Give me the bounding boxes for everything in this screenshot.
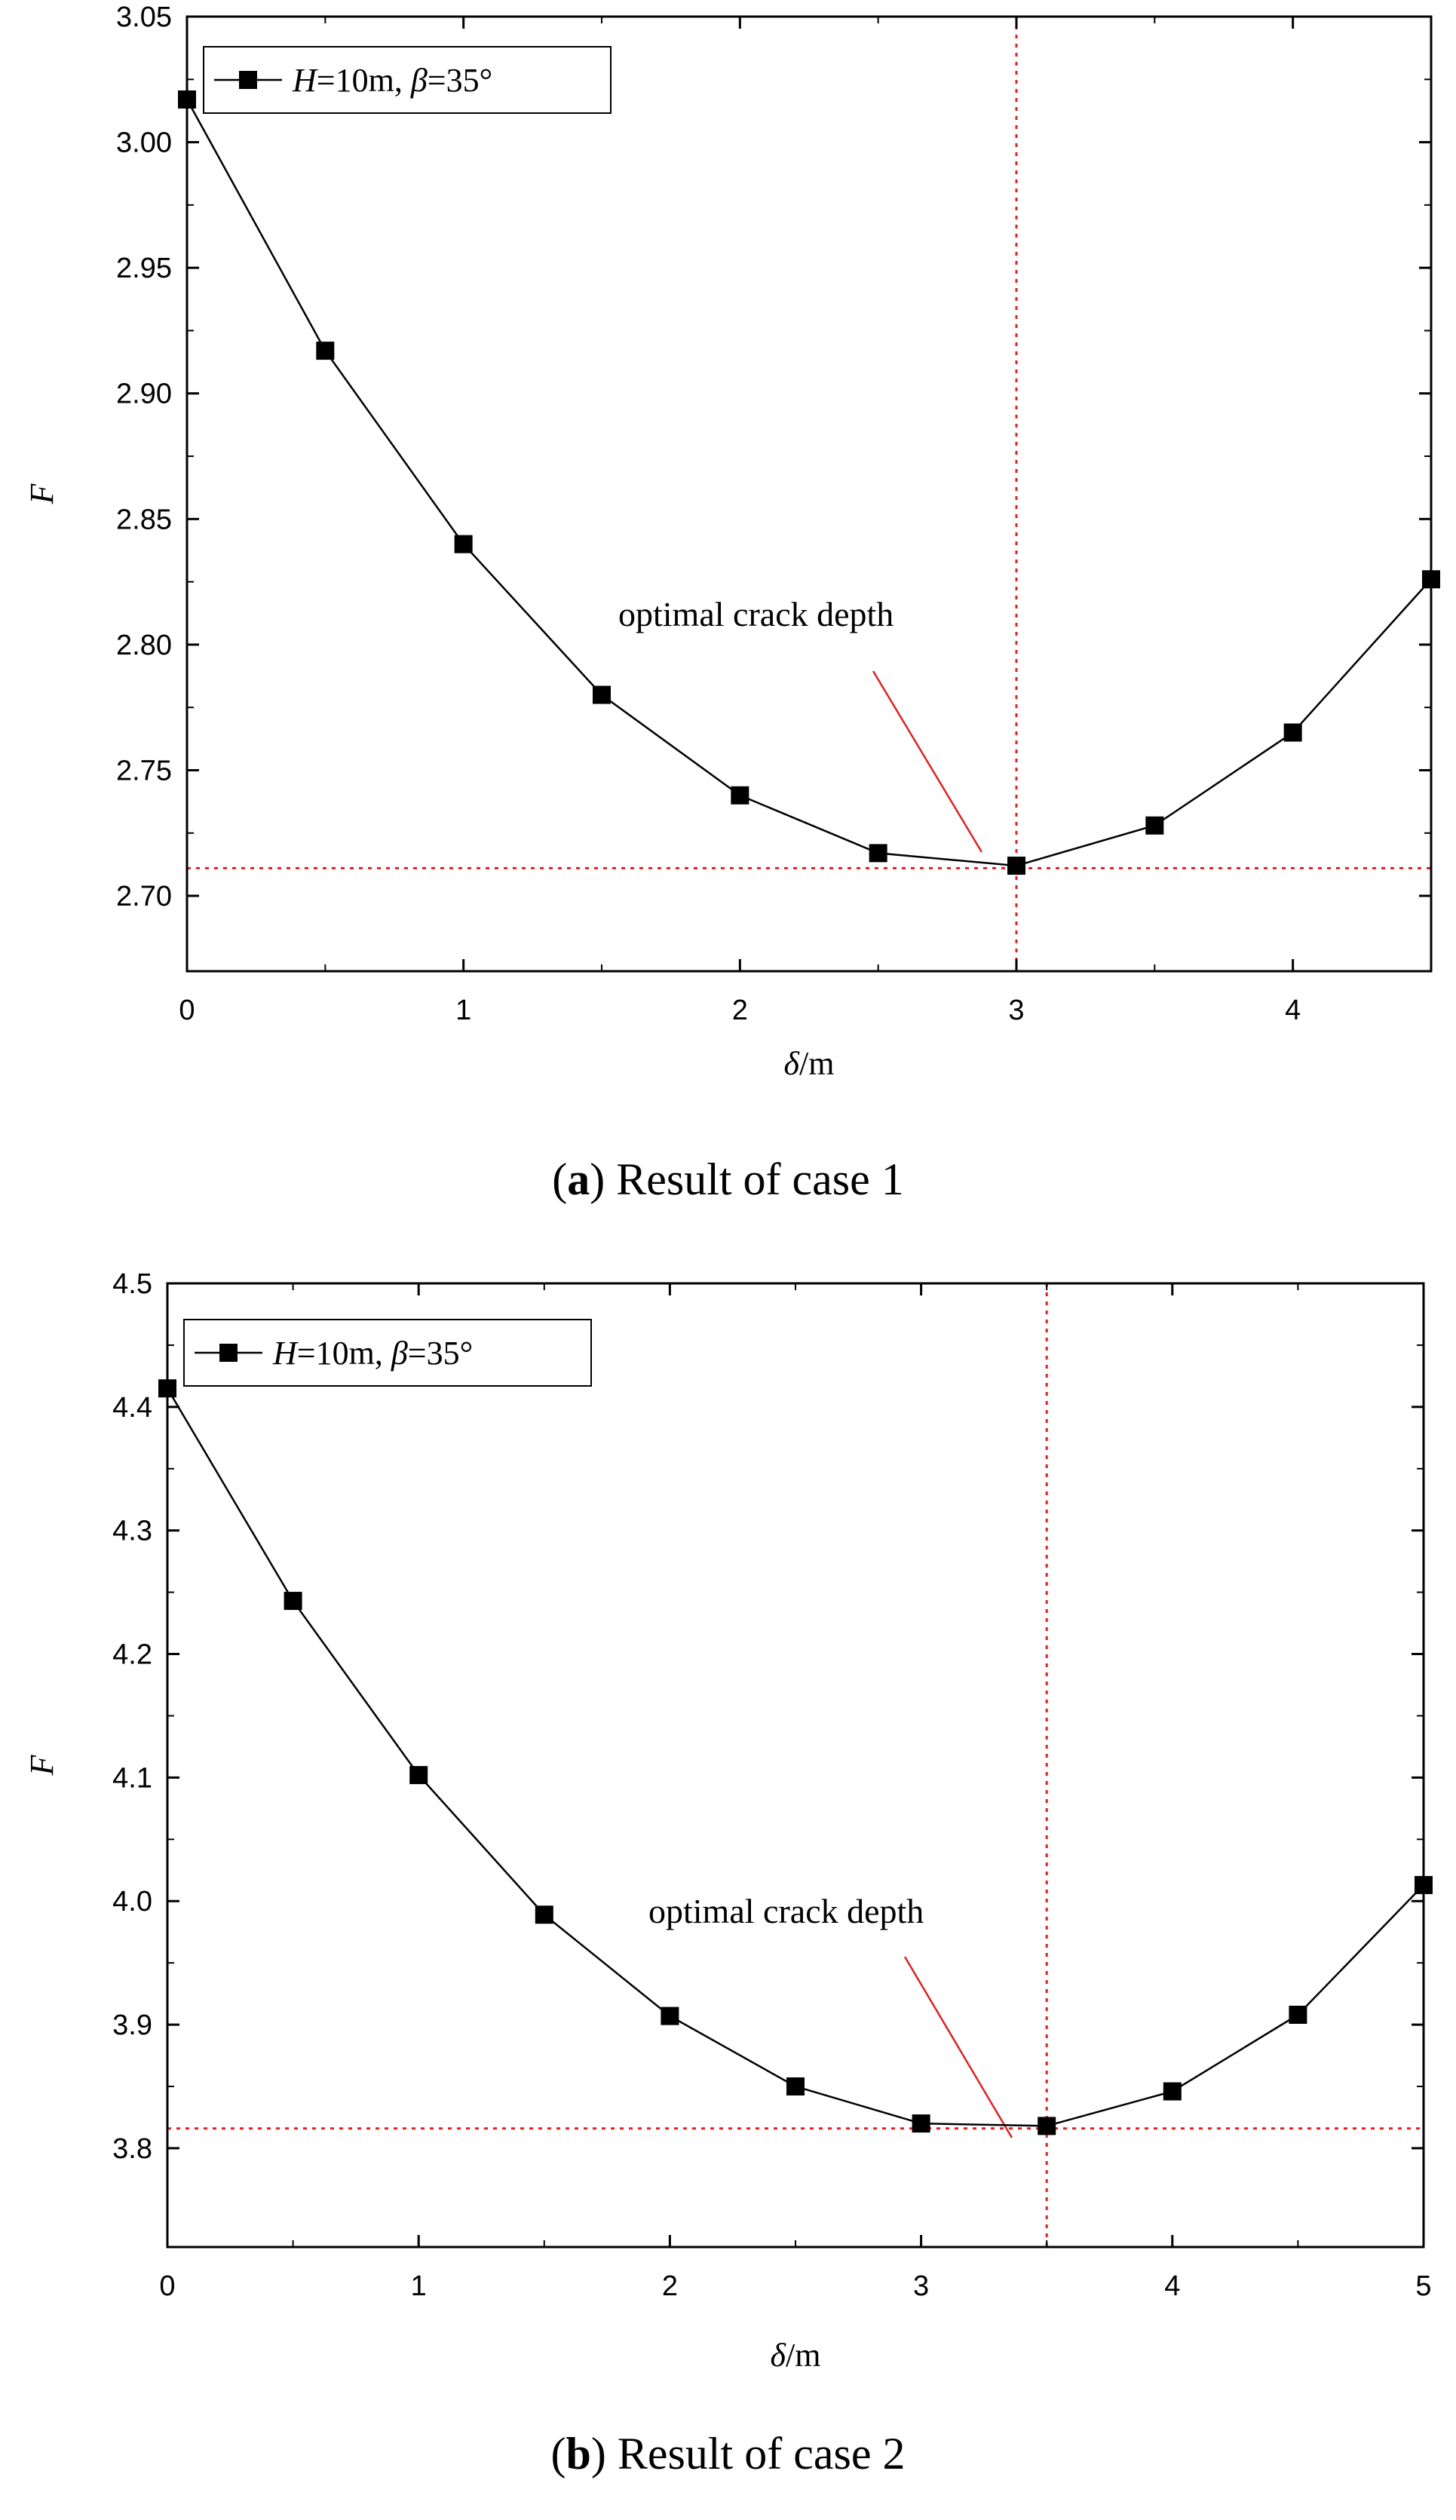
y-tick-label: 4.3 — [112, 1516, 152, 1547]
y-tick-label: 2.95 — [116, 253, 172, 284]
data-point — [1007, 857, 1025, 875]
chart-panel-a: 0 1 2 3 4 2.70 2.75 2.80 2.85 2.90 2.95 3.00 3.05 δ/m… — [0, 0, 1456, 1252]
caption-a: (a) Result of case 1 — [552, 1154, 904, 1204]
chart-b: 0 1 2 3 4 5 3.8 3.9 4.0 4.1 4.2 4.3 4.4 4.5 δ/m Foptima… — [23, 1268, 1433, 2374]
legend-marker — [239, 71, 257, 89]
y-tick-label: 2.70 — [116, 881, 172, 912]
y-tick-label: 2.75 — [116, 755, 172, 786]
caption-a-text: Result of case 1 — [616, 1154, 904, 1204]
data-point — [1038, 2117, 1056, 2135]
data-point — [316, 342, 335, 360]
data-point — [661, 2006, 679, 2025]
y-tick-label: 3.9 — [112, 2010, 152, 2041]
x-axis-unit: /m — [786, 2337, 820, 2374]
data-point — [731, 786, 749, 805]
x-axis-title: δ/m — [771, 2337, 821, 2374]
y-tick-label: 4.0 — [112, 1886, 152, 1918]
annotation-text: optimal crack depth — [618, 595, 894, 633]
plot-frame-a — [185, 15, 1433, 973]
y-tick-label: 2.85 — [116, 504, 172, 535]
y-tick-label: 4.5 — [112, 1268, 152, 1300]
annotation-arrow — [903, 1956, 1013, 2138]
data-point — [284, 1592, 302, 1611]
data-point — [912, 2114, 930, 2133]
y-tick-label: 2.90 — [116, 379, 172, 410]
x-tick-label: 2 — [662, 2270, 678, 2302]
data-point — [454, 535, 473, 553]
x-tick-label: 3 — [913, 2270, 929, 2302]
y-tick-label: 3.8 — [112, 2133, 152, 2165]
x-tick-label: 3 — [1008, 995, 1024, 1026]
series-line — [166, 1387, 1424, 2127]
legend-label: H=10m, β=35° — [292, 62, 492, 99]
x-tick-label: 0 — [179, 995, 195, 1026]
x-tick-label: 4 — [1285, 995, 1301, 1026]
caption-b-letter: b — [566, 2429, 591, 2479]
y-axis-title: F — [23, 1754, 60, 1776]
x-axis-symbol: δ — [784, 1045, 801, 1082]
x-tick-label: 4 — [1164, 2270, 1180, 2302]
y-tick-label: 2.80 — [116, 630, 172, 661]
plot-frame-b — [166, 1282, 1425, 2249]
caption-b: (b) Result of case 2 — [550, 2429, 906, 2479]
x-tick-label: 1 — [455, 995, 471, 1026]
data-point — [1415, 1875, 1433, 1894]
x-tick-label: 1 — [411, 2270, 427, 2302]
x-tick-label: 2 — [732, 995, 748, 1026]
y-tick-label: 3.05 — [116, 2, 172, 33]
data-point — [786, 2077, 805, 2095]
x-axis-unit: /m — [799, 1045, 834, 1082]
x-axis-title: δ/m — [784, 1045, 835, 1082]
series-line — [185, 99, 1432, 867]
y-tick-label: 4.2 — [112, 1639, 152, 1671]
x-axis-symbol: δ — [771, 2337, 787, 2374]
x-tick-label: 0 — [159, 2270, 175, 2302]
y-tick-label: 3.00 — [116, 127, 172, 159]
data-point — [535, 1905, 553, 1924]
data-point — [158, 1379, 176, 1398]
y-axis-title: F — [23, 483, 60, 504]
data-point — [178, 90, 196, 109]
y-tick-label: 4.4 — [112, 1392, 152, 1424]
annotation-arrow — [872, 670, 983, 853]
legend-marker — [219, 1344, 238, 1362]
y-tick-label: 4.1 — [112, 1762, 152, 1794]
data-point — [1163, 2082, 1182, 2101]
data-point — [409, 1766, 428, 1785]
x-tick-label: 5 — [1415, 2270, 1431, 2302]
data-point — [593, 685, 611, 704]
caption-a-letter: a — [567, 1154, 590, 1204]
data-point — [1289, 2005, 1307, 2024]
data-point — [1422, 570, 1440, 589]
legend-label: H=10m, β=35° — [272, 1335, 473, 1372]
data-point — [1283, 723, 1302, 742]
data-point — [1145, 816, 1164, 835]
chart-a: 0 1 2 3 4 2.70 2.75 2.80 2.85 2.90 2.95 3.00 3.05 δ/m… — [23, 2, 1440, 1082]
caption-b-text: Result of case 2 — [617, 2429, 906, 2479]
data-point — [869, 844, 887, 863]
annotation-text: optimal crack depth — [648, 1892, 924, 1930]
